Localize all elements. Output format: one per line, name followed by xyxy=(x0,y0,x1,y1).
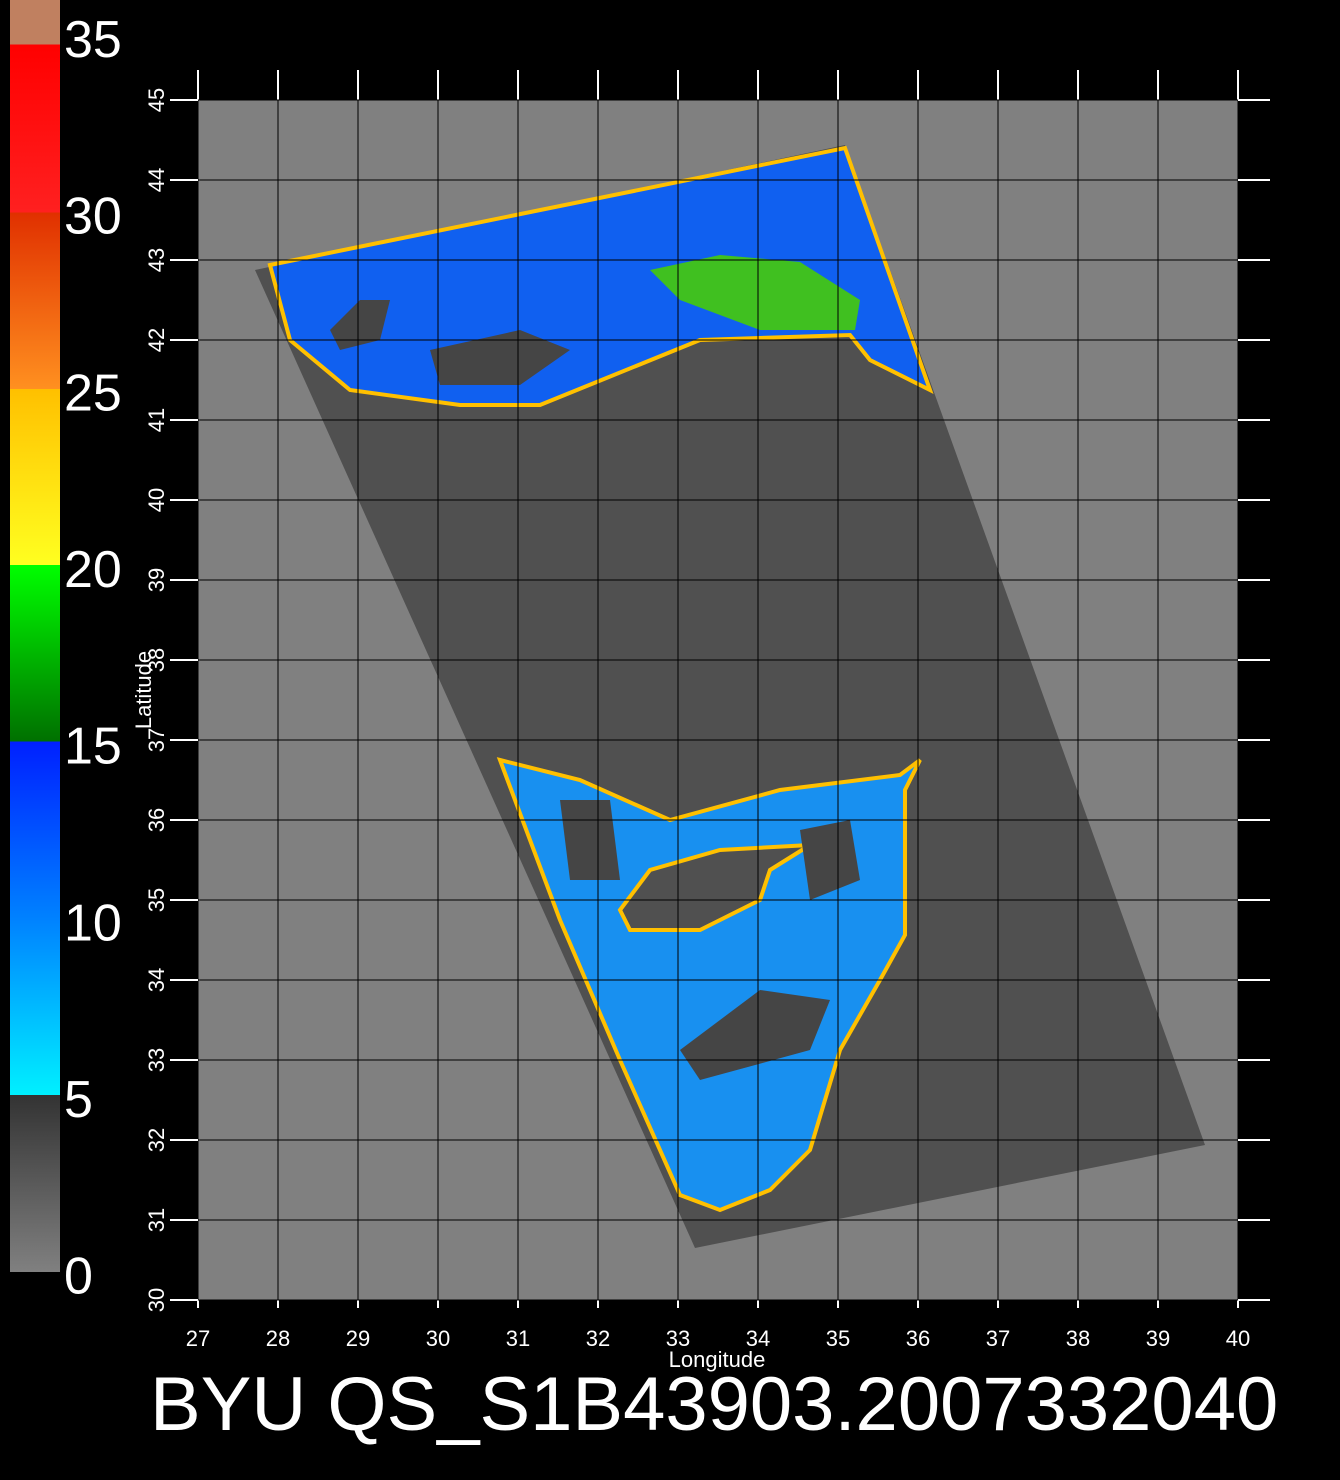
colorbar-label: 25 xyxy=(64,364,122,422)
y-tick-label: 32 xyxy=(144,1128,169,1152)
y-tick-label: 39 xyxy=(144,568,169,592)
x-tick-label: 36 xyxy=(906,1326,930,1351)
x-tick-label: 40 xyxy=(1226,1326,1250,1351)
y-tick-label: 31 xyxy=(144,1208,169,1232)
y-tick-label: 33 xyxy=(144,1048,169,1072)
colorbar-label: 20 xyxy=(64,541,122,599)
colorbar xyxy=(10,0,60,1272)
y-tick-label: 35 xyxy=(144,888,169,912)
y-tick-label: 45 xyxy=(144,88,169,112)
y-tick-label: 42 xyxy=(144,328,169,352)
x-tick-label: 29 xyxy=(346,1326,370,1351)
colorbar-label: 35 xyxy=(64,11,122,69)
land-patch xyxy=(560,800,620,880)
land-patch xyxy=(430,330,570,385)
x-tick-label: 37 xyxy=(986,1326,1010,1351)
x-tick-label: 33 xyxy=(666,1326,690,1351)
lake xyxy=(617,843,812,932)
y-tick-label: 37 xyxy=(144,728,169,752)
x-tick-label: 38 xyxy=(1066,1326,1090,1351)
y-tick-label: 40 xyxy=(144,488,169,512)
map-shapes xyxy=(255,145,1205,1248)
colorbar-label: 30 xyxy=(64,188,122,246)
colorbar-label: 0 xyxy=(64,1248,93,1306)
x-tick-label: 27 xyxy=(186,1326,210,1351)
colorbar-label: 10 xyxy=(64,894,122,952)
colorbar-label: 15 xyxy=(64,718,122,776)
y-tick-label: 34 xyxy=(144,968,169,992)
land-patch xyxy=(330,300,390,350)
x-tick-label: 28 xyxy=(266,1326,290,1351)
y-tick-label: 43 xyxy=(144,248,169,272)
x-tick-label: 39 xyxy=(1146,1326,1170,1351)
title: BYU QS_S1B43903.2007332040 xyxy=(150,1362,1278,1447)
y-tick-label: 38 xyxy=(144,648,169,672)
x-tick-label: 34 xyxy=(746,1326,770,1351)
x-axis-label: Longitude xyxy=(669,1347,766,1372)
y-tick-label: 36 xyxy=(144,808,169,832)
x-tick-label: 32 xyxy=(586,1326,610,1351)
y-tick-label: 41 xyxy=(144,408,169,432)
x-tick-label: 35 xyxy=(826,1326,850,1351)
sea-region xyxy=(650,255,860,330)
land-patch xyxy=(680,990,830,1080)
y-axis-label: Latitude xyxy=(131,651,156,729)
colorbar-label: 5 xyxy=(64,1071,93,1129)
y-tick-label: 44 xyxy=(144,168,169,192)
land-patch xyxy=(800,820,860,900)
swath xyxy=(255,145,1205,1248)
x-tick-label: 31 xyxy=(506,1326,530,1351)
x-tick-label: 30 xyxy=(426,1326,450,1351)
y-tick-label: 30 xyxy=(144,1288,169,1312)
